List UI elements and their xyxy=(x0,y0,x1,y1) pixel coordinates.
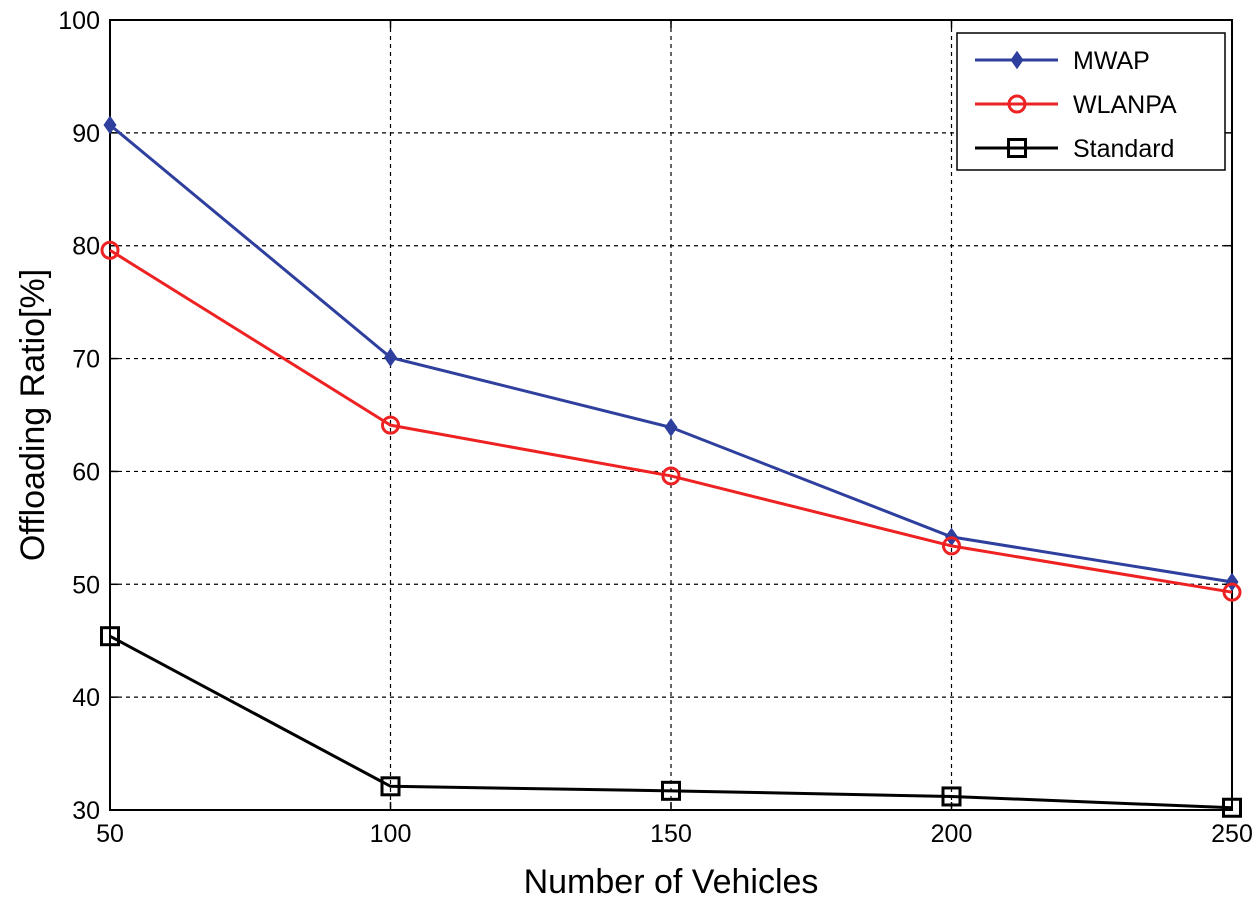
wlanpa-point xyxy=(661,466,681,486)
wlanpa-point xyxy=(381,415,400,435)
y-tick-label: 80 xyxy=(72,233,100,261)
series-wlanpa xyxy=(100,240,1242,602)
legend-marker-mwap xyxy=(1010,50,1024,70)
wlanpa-line xyxy=(109,248,1233,594)
legend-item-wlanpa: WLANPA xyxy=(975,91,1177,119)
standard-line xyxy=(109,634,1233,810)
series-mwap xyxy=(103,115,1239,592)
wlanpa-point xyxy=(100,240,120,260)
x-axis-title: Number of Vehicles xyxy=(524,863,819,901)
mwap-point xyxy=(1225,572,1239,592)
mwap-point xyxy=(103,115,117,135)
legend-item-standard: Standard xyxy=(975,135,1174,163)
axis-ticks: 50 100 150 200 250 30 40 50 60 70 80 90 100 xyxy=(58,7,1253,848)
standard-point xyxy=(1222,797,1242,818)
x-tick-label: 250 xyxy=(1211,820,1253,848)
legend-marker-standard xyxy=(1007,138,1027,158)
mwap-point xyxy=(383,348,398,367)
standard-point xyxy=(661,780,681,801)
x-tick-label: 150 xyxy=(650,820,692,848)
y-tick-label: 90 xyxy=(72,120,100,148)
series-standard xyxy=(100,626,1242,818)
legend-label-mwap: MWAP xyxy=(1073,47,1150,75)
y-axis-title: Offloading Ratio[%] xyxy=(14,269,52,561)
legend-item-mwap: MWAP xyxy=(975,47,1150,75)
legend-marker-wlanpa xyxy=(1007,94,1027,114)
legend: MWAP WLANPA Standard xyxy=(956,32,1226,171)
grid xyxy=(110,20,1232,810)
x-tick-label: 100 xyxy=(370,820,412,848)
y-tick-label: 100 xyxy=(58,7,100,35)
y-tick-label: 50 xyxy=(72,571,100,599)
mwap-point xyxy=(664,418,678,437)
legend-label-standard: Standard xyxy=(1073,135,1174,163)
x-tick-label: 200 xyxy=(931,820,973,848)
series-layer xyxy=(100,115,1242,818)
legend-label-wlanpa: WLANPA xyxy=(1073,91,1177,119)
x-tick-label: 50 xyxy=(96,820,124,848)
y-tick-label: 30 xyxy=(72,797,100,825)
y-tick-label: 40 xyxy=(72,684,100,712)
wlanpa-point xyxy=(1222,582,1242,602)
y-tick-label: 70 xyxy=(72,346,100,374)
standard-point xyxy=(380,776,401,797)
wlanpa-point xyxy=(942,536,961,556)
standard-point xyxy=(941,786,962,807)
y-tick-label: 60 xyxy=(72,458,100,486)
standard-point xyxy=(100,626,120,647)
